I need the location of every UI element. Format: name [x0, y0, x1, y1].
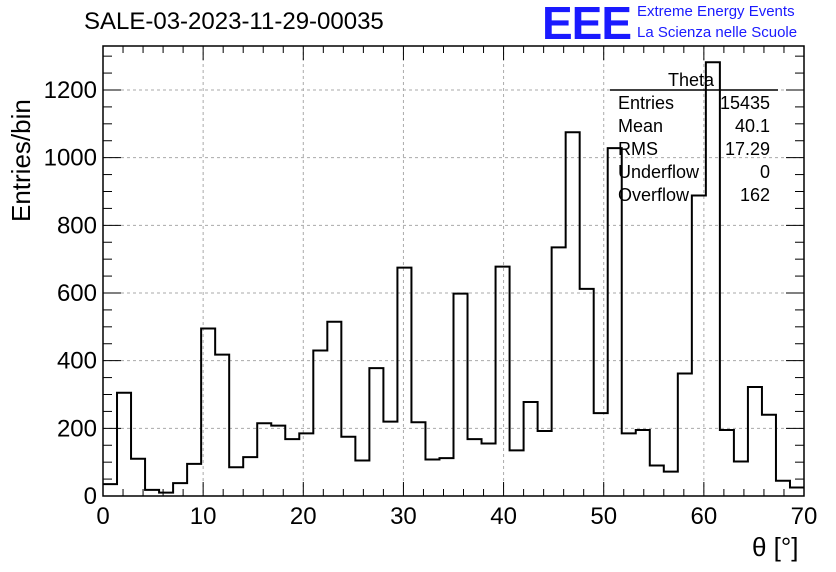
histogram-bin	[482, 444, 496, 496]
stats-value: 17.29	[724, 139, 770, 159]
histogram-bin	[552, 247, 566, 496]
histogram-bin	[762, 415, 776, 496]
stats-value: 15435	[719, 93, 770, 113]
histogram-bin	[720, 430, 734, 496]
histogram-bin	[271, 426, 285, 496]
histogram-bin	[173, 483, 187, 496]
histogram-bin	[594, 413, 608, 496]
x-axis-label: θ [°]	[752, 532, 799, 562]
stats-key: RMS	[618, 139, 658, 159]
histogram-bin	[538, 431, 552, 496]
histogram-bin	[650, 466, 664, 496]
histogram-bin	[341, 437, 355, 496]
y-tick-label: 0	[84, 483, 97, 510]
histogram-bin	[692, 196, 706, 496]
histogram-bin	[664, 472, 678, 496]
x-tick-label: 20	[290, 503, 317, 530]
eee-logo: EEE	[542, 0, 632, 49]
histogram-bin	[411, 422, 425, 496]
histogram-bin	[468, 439, 482, 496]
y-tick-label: 600	[57, 280, 97, 307]
histogram-bin	[145, 490, 159, 496]
histogram-bin	[355, 460, 369, 496]
x-tick-label: 10	[190, 503, 217, 530]
histogram-bin	[524, 402, 538, 496]
stats-value: 162	[739, 185, 770, 205]
logo-line-1: Extreme Energy Events	[637, 3, 795, 20]
y-tick-label: 1200	[44, 77, 97, 104]
x-tick-label: 0	[96, 503, 109, 530]
histogram-bin	[454, 294, 468, 496]
histogram-bin	[706, 62, 720, 496]
histogram-bin	[117, 393, 131, 496]
histogram-bin	[496, 267, 510, 496]
histogram-bin	[425, 459, 439, 496]
histogram-outline	[103, 61, 804, 494]
histogram-bin	[299, 433, 313, 496]
histogram-bin	[187, 464, 201, 496]
histogram-bin	[790, 488, 804, 496]
x-tick-label: 30	[390, 503, 417, 530]
histogram-bin	[566, 132, 580, 496]
histogram-bin	[313, 351, 327, 496]
histogram-bin	[257, 423, 271, 496]
stats-box-title: Theta	[668, 70, 715, 90]
logo-line-2: La Scienza nelle Scuole	[637, 24, 798, 41]
x-tick-label: 70	[791, 503, 818, 530]
histogram-bin	[103, 484, 117, 496]
y-tick-label: 800	[57, 212, 97, 239]
y-tick-label: 200	[57, 415, 97, 442]
histogram-bin	[383, 422, 397, 496]
histogram-bin	[580, 289, 594, 496]
stats-key: Entries	[618, 93, 675, 113]
histogram-bin	[622, 433, 636, 496]
y-tick-label: 1000	[44, 145, 97, 172]
histogram-bin	[510, 450, 524, 496]
histogram-bin	[678, 374, 692, 496]
histogram-bin	[243, 457, 257, 496]
histogram-bin	[327, 322, 341, 496]
histogram-bin	[776, 481, 790, 496]
histogram-bin	[285, 439, 299, 496]
histogram-bin	[734, 461, 748, 496]
histogram-bin	[439, 458, 453, 496]
plot-frame	[102, 45, 805, 497]
stats-key: Mean	[618, 116, 664, 136]
chart-title: SALE-03-2023-11-29-00035	[84, 8, 384, 35]
stats-key: Underflow	[618, 162, 700, 182]
histogram-bin	[215, 355, 229, 496]
histogram-bin	[369, 368, 383, 496]
histogram-bin	[229, 467, 243, 496]
x-tick-label: 60	[691, 503, 718, 530]
y-axis-label: Entries/bin	[6, 99, 36, 222]
histogram-bin	[131, 459, 145, 496]
stats-value: 40.1	[734, 116, 770, 136]
y-tick-label: 400	[57, 348, 97, 375]
histogram-bin	[201, 329, 215, 496]
x-tick-label: 50	[590, 503, 617, 530]
stats-key: Overflow	[618, 185, 690, 205]
histogram-bin	[748, 387, 762, 496]
x-tick-label: 40	[490, 503, 517, 530]
histogram-bin	[397, 268, 411, 496]
stats-value: 0	[759, 162, 770, 182]
histogram-bin	[636, 430, 650, 496]
